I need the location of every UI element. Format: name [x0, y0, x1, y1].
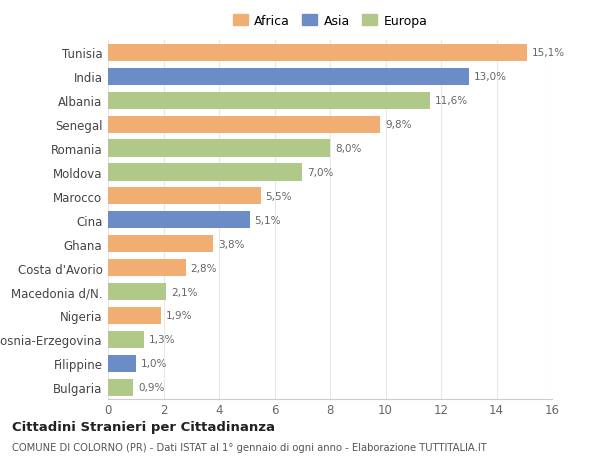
Text: 7,0%: 7,0% — [307, 168, 334, 178]
Text: 1,9%: 1,9% — [166, 311, 192, 321]
Text: 5,1%: 5,1% — [254, 215, 281, 225]
Text: Cittadini Stranieri per Cittadinanza: Cittadini Stranieri per Cittadinanza — [12, 420, 275, 433]
Bar — [108, 68, 469, 86]
Text: 1,0%: 1,0% — [141, 358, 167, 369]
Text: 3,8%: 3,8% — [218, 239, 245, 249]
Text: 2,1%: 2,1% — [171, 287, 198, 297]
Legend: Africa, Asia, Europa: Africa, Asia, Europa — [229, 11, 431, 32]
Text: COMUNE DI COLORNO (PR) - Dati ISTAT al 1° gennaio di ogni anno - Elaborazione TU: COMUNE DI COLORNO (PR) - Dati ISTAT al 1… — [12, 442, 487, 452]
Text: 2,8%: 2,8% — [191, 263, 217, 273]
Bar — [108, 140, 330, 157]
Text: 9,8%: 9,8% — [385, 120, 412, 130]
Bar — [108, 188, 260, 205]
Bar — [108, 379, 133, 396]
Text: 5,5%: 5,5% — [266, 191, 292, 202]
Bar — [108, 283, 166, 301]
Bar — [108, 259, 186, 277]
Text: 15,1%: 15,1% — [532, 48, 565, 58]
Bar — [108, 331, 144, 348]
Text: 0,9%: 0,9% — [138, 382, 164, 392]
Bar — [108, 45, 527, 62]
Text: 13,0%: 13,0% — [474, 72, 507, 82]
Text: 8,0%: 8,0% — [335, 144, 361, 154]
Bar — [108, 307, 161, 325]
Bar — [108, 116, 380, 134]
Bar — [108, 355, 136, 372]
Text: 1,3%: 1,3% — [149, 335, 176, 345]
Bar — [108, 92, 430, 110]
Bar — [108, 235, 214, 253]
Bar — [108, 212, 250, 229]
Text: 11,6%: 11,6% — [435, 96, 468, 106]
Bar — [108, 164, 302, 181]
